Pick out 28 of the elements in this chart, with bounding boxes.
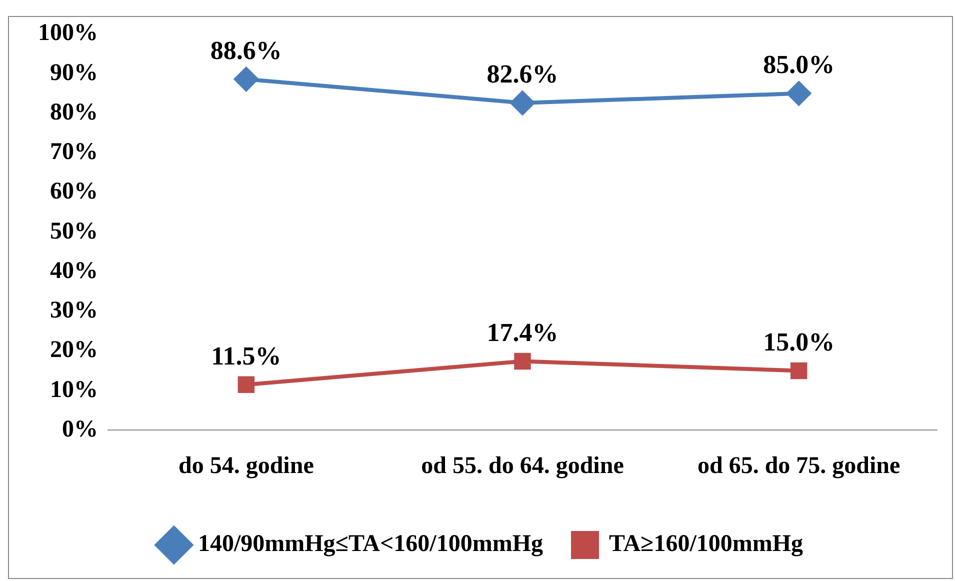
data-label: 15.0%: [763, 327, 835, 356]
x-tick-label: do 54. godine: [178, 452, 314, 479]
point: [790, 362, 808, 380]
point: [234, 67, 258, 92]
point: [510, 90, 534, 115]
x-tick-label: od 55. do 64. godine: [421, 452, 624, 479]
y-tick-label: 20%: [50, 337, 98, 364]
y-tick-label: 80%: [50, 99, 98, 126]
data-label: 85.0%: [763, 50, 835, 80]
y-tick-label: 60%: [50, 178, 98, 205]
point: [514, 352, 531, 370]
y-tick-label: 0%: [62, 416, 98, 442]
data-label: 82.6%: [486, 60, 558, 89]
y-tick-label: 70%: [50, 139, 98, 166]
legend-label: TA≥160/100mmHg: [609, 531, 804, 558]
x-tick-label: od 65. do 75. godine: [697, 452, 901, 479]
y-tick-label: 10%: [50, 376, 98, 403]
data-label: 88.6%: [210, 36, 282, 65]
y-tick-label: 30%: [50, 298, 98, 324]
data-label: 17.4%: [486, 318, 558, 347]
legend-label: 140/90mmHg≤TA<160/100mmHg: [198, 531, 543, 558]
y-tick-label: 100%: [38, 20, 98, 46]
point: [238, 376, 255, 393]
y-tick-label: 50%: [50, 218, 98, 244]
point: [786, 81, 811, 106]
y-tick-label: 90%: [50, 60, 98, 86]
y-tick-label: 40%: [50, 258, 98, 284]
data-label: 11.5%: [211, 341, 282, 370]
